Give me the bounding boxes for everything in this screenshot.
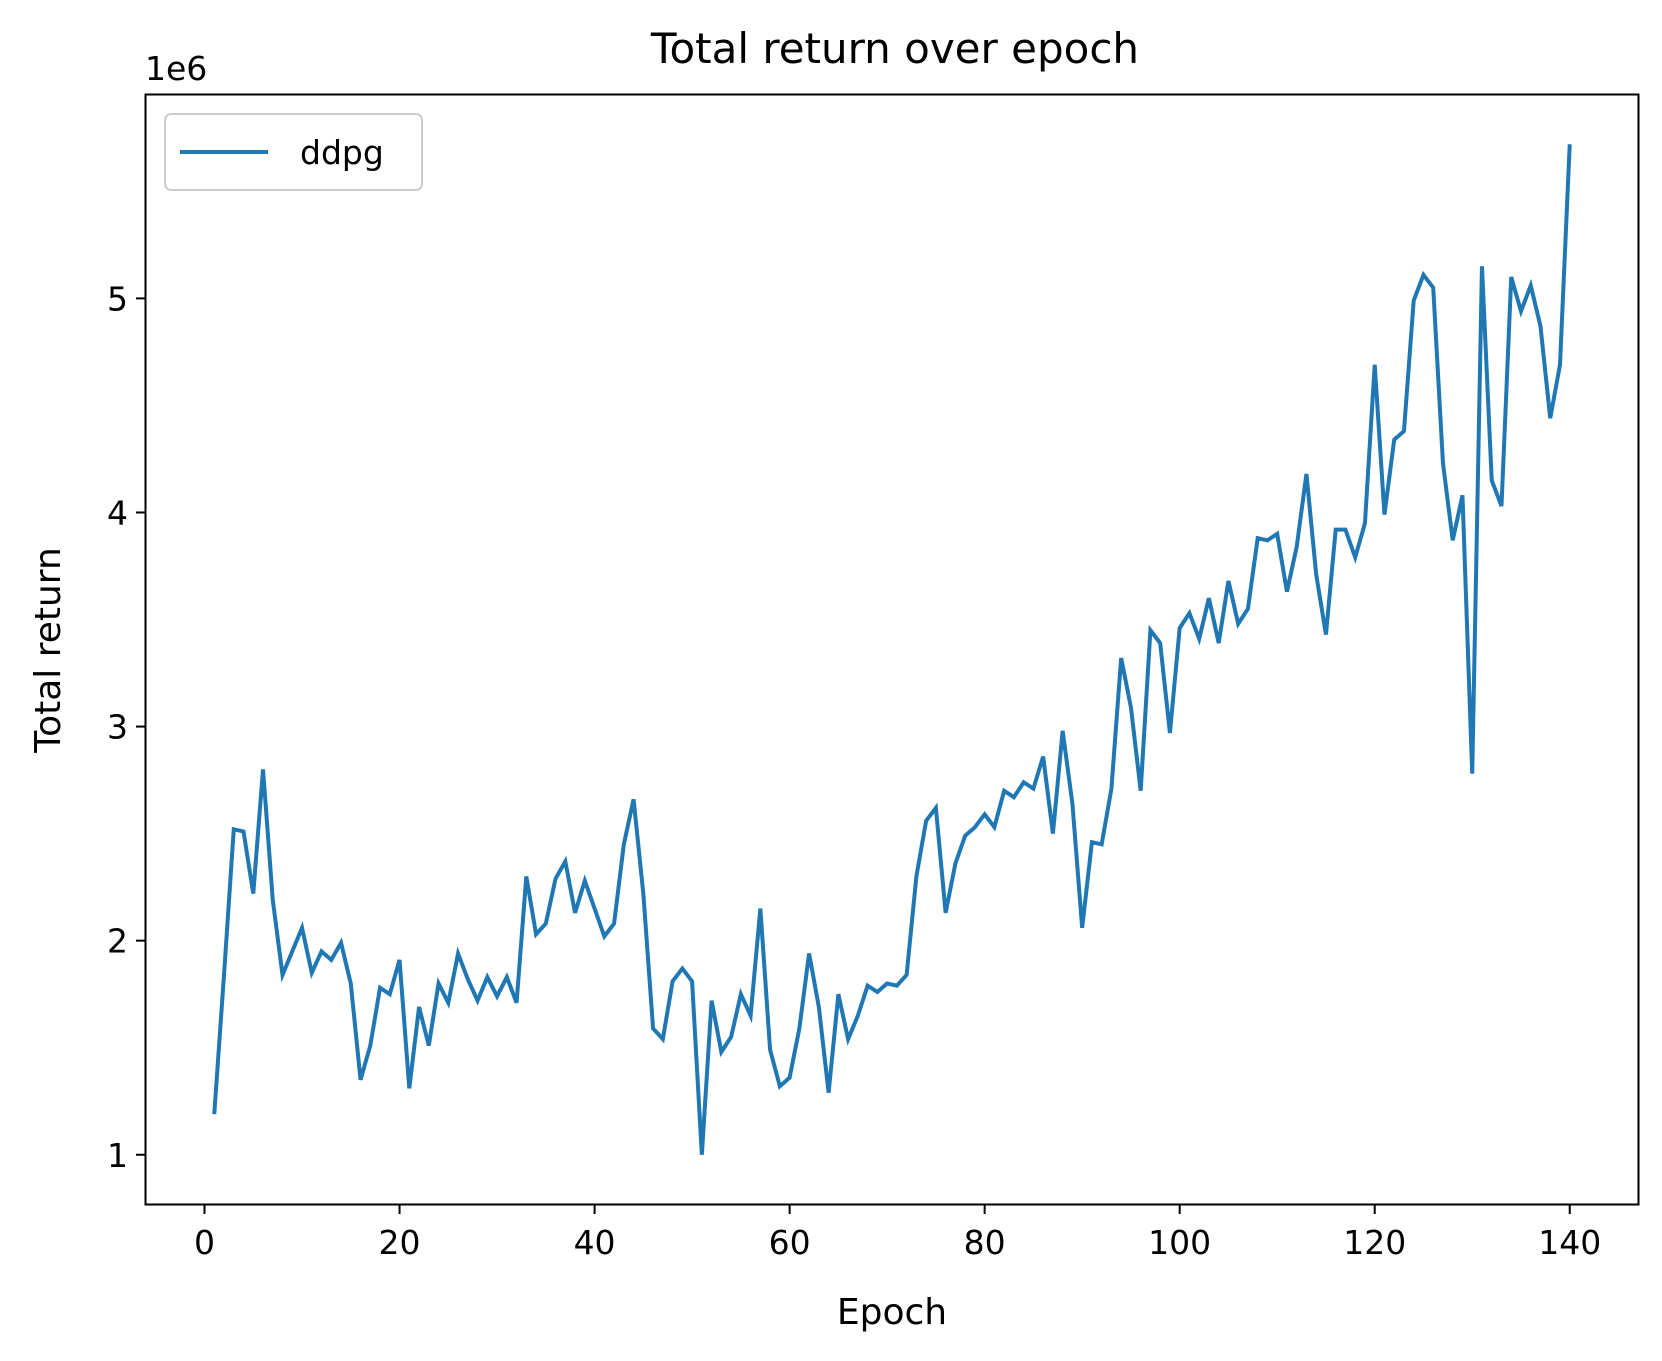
- plot-area-frame: [144, 93, 1640, 1206]
- chart-title: Total return over epoch: [650, 24, 1139, 73]
- y-tick-label: 2: [107, 922, 128, 961]
- y-offset-label: 1e6: [145, 49, 207, 88]
- y-tick-label: 1: [107, 1136, 128, 1175]
- y-tick-label: 4: [107, 493, 128, 532]
- x-tick-label: 40: [574, 1223, 616, 1262]
- x-tick-label: 120: [1343, 1223, 1406, 1262]
- y-axis-ticks: 1 2 3 4 5: [107, 279, 146, 1175]
- series-lines: [212, 144, 1572, 1155]
- y-axis-title: Total return: [28, 547, 69, 754]
- x-tick-label: 20: [379, 1223, 421, 1262]
- x-tick-label: 0: [194, 1223, 215, 1262]
- x-tick-label: 80: [964, 1223, 1006, 1262]
- y-tick-label: 5: [107, 279, 128, 318]
- y-tick-label: 3: [107, 708, 128, 747]
- x-tick-label: 140: [1538, 1223, 1601, 1262]
- series-line-ddpg: [212, 144, 1572, 1155]
- x-axis-title: Epoch: [837, 1292, 947, 1333]
- x-axis-ticks: 0 20 40 60 80 100 120 140: [194, 1204, 1601, 1262]
- legend-label-ddpg: ddpg: [300, 133, 384, 172]
- x-tick-label: 60: [769, 1223, 811, 1262]
- x-tick-label: 100: [1148, 1223, 1211, 1262]
- legend: ddpg: [164, 113, 423, 191]
- legend-frame: [164, 113, 423, 191]
